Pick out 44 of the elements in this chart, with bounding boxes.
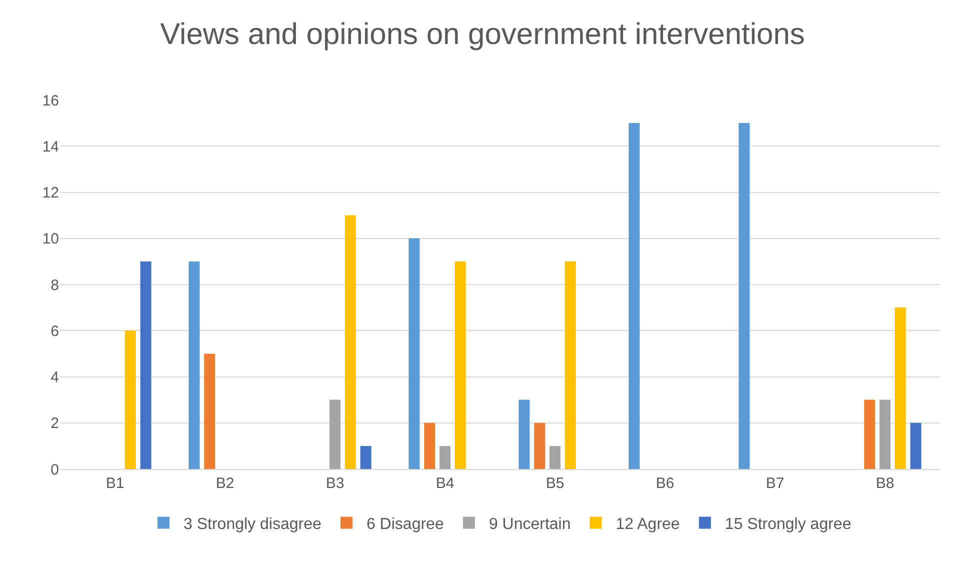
legend-label: 9 Uncertain xyxy=(488,516,571,534)
x-tick-label: B8 xyxy=(876,475,894,492)
bar xyxy=(360,446,372,469)
x-tick-label: B6 xyxy=(656,475,674,492)
y-tick-label: 14 xyxy=(42,138,59,156)
x-tick-label: B2 xyxy=(216,475,234,492)
x-tick-label: B3 xyxy=(326,475,344,492)
x-tick-label: B4 xyxy=(436,475,454,492)
bar xyxy=(188,261,200,469)
bar xyxy=(880,400,890,469)
bar xyxy=(910,422,922,469)
bar xyxy=(454,261,466,469)
y-tick-label: 2 xyxy=(50,415,59,432)
legend-label: 6 Disagree xyxy=(366,516,444,534)
y-tick-label: 8 xyxy=(50,276,59,294)
bar xyxy=(330,400,340,469)
bar xyxy=(894,308,906,469)
y-tick-label: 16 xyxy=(42,92,59,110)
bar xyxy=(344,215,356,469)
bar xyxy=(564,261,576,469)
legend-label: 15 Strongly agree xyxy=(724,516,852,534)
bar xyxy=(534,422,546,469)
y-tick-label: 4 xyxy=(50,369,59,386)
x-tick-label: B7 xyxy=(766,475,784,492)
legend-label: 12 Agree xyxy=(616,516,680,534)
bar xyxy=(204,354,216,469)
y-tick-label: 6 xyxy=(50,322,59,340)
bar xyxy=(628,123,640,469)
x-tick-label: B1 xyxy=(106,475,124,492)
bar xyxy=(408,238,420,469)
bar xyxy=(424,422,436,469)
bar xyxy=(140,261,152,469)
bar xyxy=(738,123,750,469)
bar xyxy=(550,446,560,469)
x-tick-label: B5 xyxy=(546,475,564,492)
y-tick-label: 0 xyxy=(50,461,59,478)
legend-label: 3 Strongly disagree xyxy=(184,516,322,534)
bar xyxy=(864,400,876,469)
y-tick-label: 10 xyxy=(42,230,59,248)
chart-title: Views and opinions on government interventions xyxy=(160,18,805,52)
y-tick-label: 12 xyxy=(42,184,59,202)
bar xyxy=(124,330,136,469)
bar xyxy=(440,446,450,469)
bar xyxy=(518,400,530,469)
